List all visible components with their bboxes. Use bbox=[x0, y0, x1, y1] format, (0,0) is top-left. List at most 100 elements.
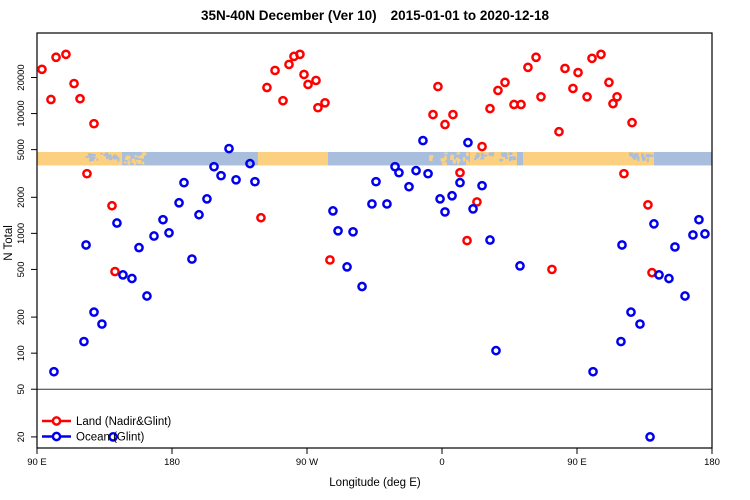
scatter-point-land bbox=[560, 63, 570, 74]
scatter-point-land bbox=[448, 109, 458, 120]
x-axis-label: Longitude (deg E) bbox=[329, 477, 421, 489]
scatter-point-ocean bbox=[194, 209, 204, 220]
scatter-point-land bbox=[107, 200, 117, 211]
strip-speck bbox=[457, 160, 459, 165]
strip-speck bbox=[441, 159, 445, 163]
strip-speck bbox=[92, 157, 96, 160]
strip-speck bbox=[131, 158, 136, 164]
scatter-point-ocean bbox=[164, 227, 174, 238]
strip-speck bbox=[431, 155, 434, 159]
scatter-point-land bbox=[536, 91, 546, 102]
scatter-point-land bbox=[82, 168, 92, 179]
x-tick-label: 0 bbox=[439, 457, 444, 468]
strip-speck bbox=[633, 155, 637, 160]
strip-speck bbox=[642, 156, 646, 161]
scatter-point-land bbox=[278, 95, 288, 106]
strip-speck bbox=[509, 156, 512, 159]
scatter-point-ocean bbox=[680, 291, 690, 301]
scatter-point-ocean bbox=[79, 336, 89, 347]
scatter-point-land bbox=[596, 49, 606, 60]
strip-speck bbox=[89, 158, 92, 162]
strip-speck bbox=[466, 152, 469, 157]
legend-marker bbox=[51, 431, 62, 442]
strip-speck bbox=[476, 152, 480, 158]
scatter-point-land bbox=[284, 59, 294, 70]
strip-speck bbox=[456, 152, 461, 155]
data-points bbox=[37, 49, 710, 442]
y-tick-label: 100 bbox=[16, 345, 27, 361]
scatter-point-ocean bbox=[250, 176, 260, 187]
scatter-point-ocean bbox=[97, 319, 107, 329]
scatter-point-ocean bbox=[435, 194, 445, 204]
scatter-point-ocean bbox=[411, 165, 421, 176]
strip-speck bbox=[444, 152, 448, 155]
scatter-point-ocean bbox=[127, 273, 137, 284]
strip-speck bbox=[635, 153, 639, 158]
scatter-point-land bbox=[299, 69, 309, 80]
scatter-point-ocean bbox=[654, 270, 664, 280]
y-tick-label: 20 bbox=[16, 432, 27, 443]
x-tick-label: 90 W bbox=[296, 457, 318, 468]
scatter-point-land bbox=[547, 264, 557, 275]
legend-label: Ocean (Glint) bbox=[76, 432, 145, 444]
strip-speck bbox=[127, 155, 131, 160]
scatter-point-land bbox=[604, 77, 614, 88]
scatter-point-ocean bbox=[187, 254, 197, 264]
strip-speck bbox=[633, 153, 637, 157]
scatter-point-land bbox=[325, 255, 335, 265]
strip-speck bbox=[462, 157, 466, 162]
scatter-point-land bbox=[472, 197, 482, 207]
strip-speck bbox=[428, 155, 433, 159]
scatter-point-land bbox=[440, 119, 450, 130]
scatter-point-land bbox=[37, 64, 47, 75]
strip-speck bbox=[442, 162, 447, 166]
strip-segment-land bbox=[37, 151, 85, 166]
scatter-point-land bbox=[500, 77, 510, 88]
scatter-point-land bbox=[582, 91, 592, 102]
scatter-point-land bbox=[110, 266, 120, 277]
strip-speck bbox=[429, 157, 433, 162]
strip-speck bbox=[127, 160, 131, 165]
strip-speck bbox=[499, 158, 502, 162]
scatter-point-land bbox=[433, 81, 443, 92]
scatter-point-ocean bbox=[423, 168, 433, 179]
strip-speck bbox=[489, 152, 495, 157]
strip-speck bbox=[650, 154, 654, 157]
strip-speck bbox=[113, 156, 118, 159]
scatter-point-ocean bbox=[81, 240, 91, 250]
scatter-point-ocean bbox=[209, 161, 219, 172]
strip-speck bbox=[443, 158, 447, 161]
x-tick-label: 90 E bbox=[27, 457, 47, 468]
strip-speck bbox=[100, 152, 103, 155]
y-axis-label: N Total bbox=[3, 225, 15, 261]
scatter-point-ocean bbox=[216, 170, 226, 181]
scatter-point-land bbox=[477, 141, 487, 152]
legend: Land (Nadir&Glint) Ocean (Glint) bbox=[42, 416, 171, 444]
strip-segment-ocean bbox=[328, 151, 427, 166]
scatter-point-ocean bbox=[224, 143, 234, 154]
strip-speck bbox=[512, 155, 515, 161]
strip-speck bbox=[508, 152, 513, 156]
scatter-point-land bbox=[303, 79, 313, 90]
scatter-point-ocean bbox=[447, 190, 457, 201]
y-tick-label: 500 bbox=[16, 261, 27, 277]
y-tick-label: 50 bbox=[16, 384, 27, 395]
strip-speck bbox=[117, 157, 120, 162]
y-tick-label: 10000 bbox=[16, 100, 27, 126]
strip-speck bbox=[106, 157, 108, 160]
scatter-point-land bbox=[46, 94, 56, 105]
scatter-point-land bbox=[587, 53, 597, 64]
strip-speck bbox=[134, 154, 137, 158]
strip-speck bbox=[444, 155, 447, 160]
strip-speck bbox=[646, 158, 649, 162]
strip-speck bbox=[630, 152, 633, 157]
strip-speck bbox=[452, 159, 456, 164]
scatter-point-land bbox=[485, 103, 495, 114]
strip-speck bbox=[466, 159, 469, 164]
strip-speck bbox=[141, 161, 145, 165]
scatter-point-ocean bbox=[89, 307, 99, 317]
scatter-point-ocean bbox=[485, 235, 495, 245]
scatter-point-land bbox=[531, 52, 541, 63]
scatter-point-ocean bbox=[231, 174, 241, 185]
scatter-point-ocean bbox=[700, 229, 710, 239]
